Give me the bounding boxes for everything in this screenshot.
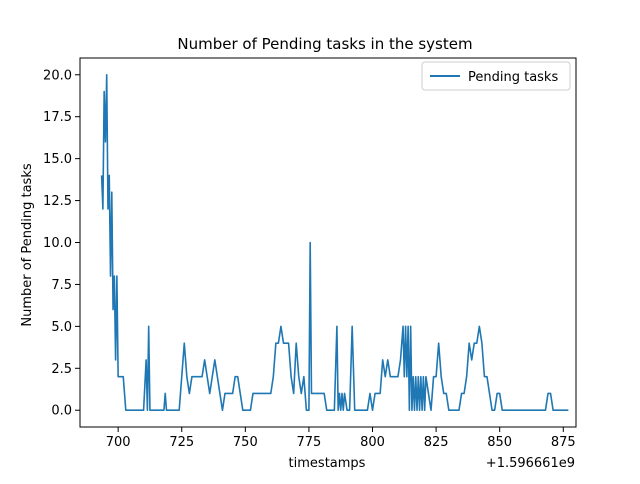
y-axis-ticks: 0.0 2.5 5.0 7.5 10.0 12.5 15.0 17.5 20.0 [43,68,80,419]
y-tick-label: 5.0 [51,320,72,335]
chart-title: Number of Pending tasks in the system [177,35,472,53]
y-tick-label: 0.0 [51,404,72,419]
y-tick-label: 17.5 [43,110,72,125]
legend: Pending tasks [421,61,571,91]
x-tick-label: 700 [106,435,131,450]
y-tick-label: 15.0 [43,152,72,167]
y-tick-label: 2.5 [51,362,72,377]
x-tick-label: 750 [233,435,258,450]
series-line-0 [100,73,569,412]
y-tick-label: 10.0 [43,236,72,251]
y-axis-label: Number of Pending tasks [20,163,35,326]
x-tick-label: 825 [424,435,449,450]
y-tick-label: 7.5 [51,278,72,293]
legend-box [421,61,571,91]
x-axis-ticks: 700 725 750 775 800 825 850 875 [106,427,576,450]
y-tick-label: 20.0 [43,68,72,83]
x-axis-label: timestamps [289,456,366,471]
legend-label-pending-tasks: Pending tasks [468,70,558,85]
x-tick-label: 875 [551,435,576,450]
x-tick-label: 800 [360,435,385,450]
y-tick-label: 12.5 [43,194,72,209]
x-axis-offset-label: +1.596661e9 [486,456,575,471]
x-tick-label: 850 [487,435,512,450]
x-tick-label: 775 [297,435,322,450]
x-tick-label: 725 [169,435,194,450]
